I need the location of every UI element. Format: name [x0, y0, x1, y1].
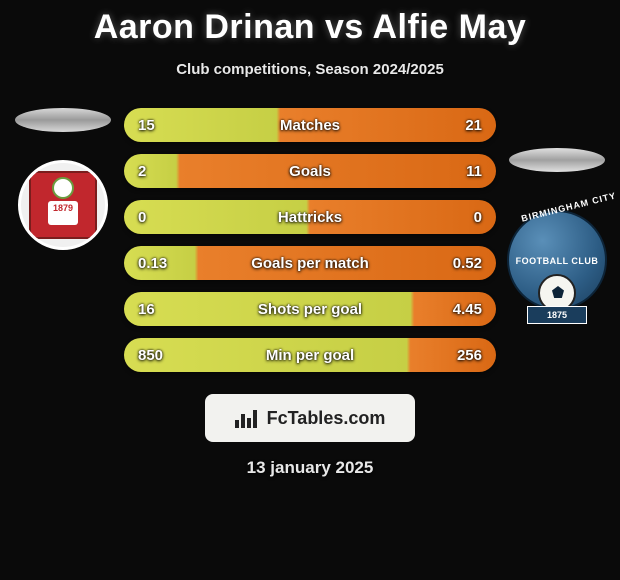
stat-row: 850 Min per goal 256	[124, 338, 496, 372]
stat-row: 0 Hattricks 0	[124, 200, 496, 234]
stat-value-right: 0	[442, 209, 482, 226]
branding-text: FcTables.com	[267, 408, 386, 429]
crest-year-left: 1879	[48, 201, 78, 225]
fctables-icon	[235, 408, 261, 428]
stat-label: Hattricks	[278, 209, 342, 226]
stat-value-left: 850	[138, 347, 178, 364]
stat-value-left: 2	[138, 163, 178, 180]
player-photo-placeholder-left	[15, 108, 111, 132]
stat-value-left: 15	[138, 117, 178, 134]
stat-row: 15 Matches 21	[124, 108, 496, 142]
stat-value-left: 0.13	[138, 255, 178, 272]
bcfc-crest: BIRMINGHAM CITY FOOTBALL CLUB 1875	[502, 200, 612, 330]
player-photo-placeholder-right	[509, 148, 605, 172]
stat-label: Goals	[289, 163, 331, 180]
stat-row: 0.13 Goals per match 0.52	[124, 246, 496, 280]
crest-year-right: 1875	[527, 306, 587, 324]
stat-value-right: 4.45	[442, 301, 482, 318]
main-row: 1879 15 Matches 21 2 Goals 11 0 Hattricks 0 0.13 G…	[0, 108, 620, 384]
stat-value-left: 0	[138, 209, 178, 226]
stat-label: Shots per goal	[258, 301, 362, 318]
crest-text-top: BIRMINGHAM CITY	[520, 190, 617, 223]
stat-label: Goals per match	[251, 255, 369, 272]
stat-value-right: 11	[442, 163, 482, 180]
date-label: 13 january 2025	[0, 458, 620, 478]
infographic-container: Aaron Drinan vs Alfie May Club competiti…	[0, 0, 620, 478]
left-player-panel: 1879	[8, 108, 118, 250]
stat-value-left: 16	[138, 301, 178, 318]
branding-badge: FcTables.com	[205, 394, 415, 442]
right-club-crest: BIRMINGHAM CITY FOOTBALL CLUB 1875	[502, 200, 612, 330]
page-title: Aaron Drinan vs Alfie May	[0, 8, 620, 47]
stat-bars: 15 Matches 21 2 Goals 11 0 Hattricks 0 0.13 Goals …	[118, 108, 502, 384]
subtitle: Club competitions, Season 2024/2025	[0, 61, 620, 78]
stat-value-right: 21	[442, 117, 482, 134]
stat-label: Min per goal	[266, 347, 354, 364]
stat-value-right: 256	[442, 347, 482, 364]
right-player-panel: BIRMINGHAM CITY FOOTBALL CLUB 1875	[502, 108, 612, 330]
stat-value-right: 0.52	[442, 255, 482, 272]
stat-row: 2 Goals 11	[124, 154, 496, 188]
stat-label: Matches	[280, 117, 340, 134]
swindon-crest: 1879	[18, 160, 108, 250]
left-club-crest: 1879	[18, 160, 108, 250]
stat-row: 16 Shots per goal 4.45	[124, 292, 496, 326]
crest-text-mid: FOOTBALL CLUB	[502, 256, 612, 266]
